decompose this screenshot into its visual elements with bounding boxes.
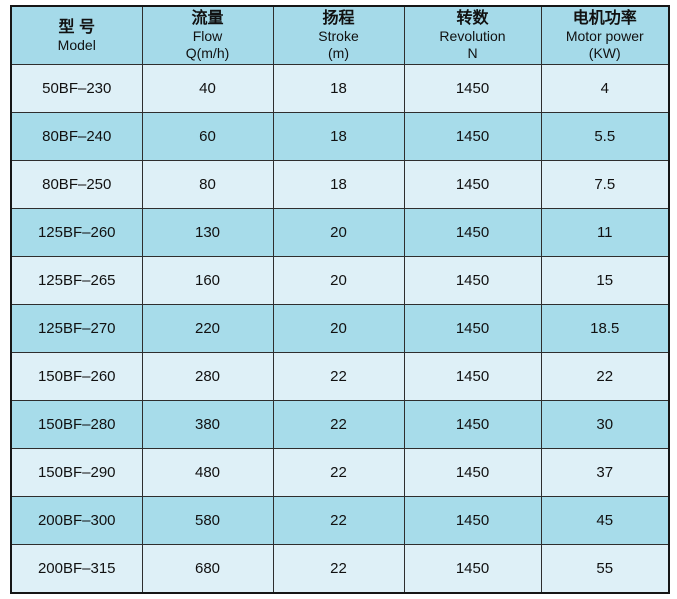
cell-flow: 680 <box>141 544 274 594</box>
table-row: 125BF–260 130 20 1450 11 <box>10 208 670 257</box>
cell-model: 80BF–250 <box>10 160 143 209</box>
cell-motor-power: 55 <box>540 544 670 594</box>
column-header-flow: 流量 Flow Q(m/h) <box>141 5 274 65</box>
table-row: 50BF–230 40 18 1450 4 <box>10 64 670 113</box>
column-header-stroke-line: (m) <box>328 45 349 61</box>
cell-motor-power: 30 <box>540 400 670 449</box>
column-header-model-line: 型 号 <box>58 18 95 36</box>
cell-stroke: 20 <box>272 256 405 305</box>
cell-model: 200BF–315 <box>10 544 143 594</box>
cell-flow: 280 <box>141 352 274 401</box>
cell-model: 150BF–290 <box>10 448 143 497</box>
cell-revolution: 1450 <box>403 400 542 449</box>
column-header-flow-line: Q(m/h) <box>185 45 230 61</box>
table-row: 125BF–270 220 20 1450 18.5 <box>10 304 670 353</box>
cell-flow: 480 <box>141 448 274 497</box>
cell-flow: 130 <box>141 208 274 257</box>
column-header-flow-line: Flow <box>192 28 223 44</box>
cell-model: 80BF–240 <box>10 112 143 161</box>
cell-revolution: 1450 <box>403 64 542 113</box>
cell-model: 150BF–280 <box>10 400 143 449</box>
column-header-revolution-line: 转数 <box>456 10 489 27</box>
cell-flow: 220 <box>141 304 274 353</box>
cell-flow: 160 <box>141 256 274 305</box>
cell-model: 125BF–270 <box>10 304 143 353</box>
cell-revolution: 1450 <box>403 256 542 305</box>
cell-stroke: 18 <box>272 160 405 209</box>
cell-stroke: 20 <box>272 304 405 353</box>
table-row: 150BF–280 380 22 1450 30 <box>10 400 670 449</box>
cell-motor-power: 7.5 <box>540 160 670 209</box>
cell-revolution: 1450 <box>403 112 542 161</box>
column-header-motor-power-line: 电机功率 <box>572 10 637 27</box>
cell-flow: 580 <box>141 496 274 545</box>
cell-model: 200BF–300 <box>10 496 143 545</box>
cell-stroke: 22 <box>272 544 405 594</box>
table-row: 200BF–315 680 22 1450 55 <box>10 544 670 594</box>
cell-model: 125BF–260 <box>10 208 143 257</box>
cell-model: 150BF–260 <box>10 352 143 401</box>
cell-revolution: 1450 <box>403 208 542 257</box>
table-row: 150BF–290 480 22 1450 37 <box>10 448 670 497</box>
cell-motor-power: 37 <box>540 448 670 497</box>
column-header-stroke: 扬程 Stroke (m) <box>272 5 405 65</box>
cell-stroke: 22 <box>272 448 405 497</box>
cell-revolution: 1450 <box>403 448 542 497</box>
cell-motor-power: 5.5 <box>540 112 670 161</box>
column-header-model: 型 号 Model <box>10 5 143 65</box>
cell-stroke: 22 <box>272 496 405 545</box>
table-row: 200BF–300 580 22 1450 45 <box>10 496 670 545</box>
header-row: 型 号 Model 流量 Flow Q(m/h) 扬程 Stroke (m) 转数 Revolut… <box>10 5 670 65</box>
column-header-stroke-line: 扬程 <box>322 10 355 27</box>
cell-model: 50BF–230 <box>10 64 143 113</box>
cell-motor-power: 45 <box>540 496 670 545</box>
pump-spec-table: 型 号 Model 流量 Flow Q(m/h) 扬程 Stroke (m) 转数 Revolut… <box>10 5 670 594</box>
column-header-revolution-line: Revolution <box>439 28 506 44</box>
cell-stroke: 22 <box>272 400 405 449</box>
cell-revolution: 1450 <box>403 304 542 353</box>
cell-motor-power: 11 <box>540 208 670 257</box>
table-row: 80BF–240 60 18 1450 5.5 <box>10 112 670 161</box>
table-row: 80BF–250 80 18 1450 7.5 <box>10 160 670 209</box>
column-header-motor-power-line: Motor power <box>565 28 644 44</box>
cell-revolution: 1450 <box>403 496 542 545</box>
table-row: 125BF–265 160 20 1450 15 <box>10 256 670 305</box>
cell-stroke: 20 <box>272 208 405 257</box>
cell-motor-power: 15 <box>540 256 670 305</box>
table-row: 150BF–260 280 22 1450 22 <box>10 352 670 401</box>
cell-model: 125BF–265 <box>10 256 143 305</box>
cell-flow: 80 <box>141 160 274 209</box>
cell-motor-power: 22 <box>540 352 670 401</box>
table-body: 50BF–230 40 18 1450 4 80BF–240 60 18 1450 5.5 80BF… <box>10 64 670 594</box>
cell-flow: 380 <box>141 400 274 449</box>
column-header-model-line: Model <box>57 36 96 53</box>
cell-revolution: 1450 <box>403 544 542 594</box>
cell-stroke: 18 <box>272 112 405 161</box>
column-header-flow-line: 流量 <box>191 10 224 27</box>
column-header-motor-power: 电机功率 Motor power (KW) <box>540 5 670 65</box>
cell-flow: 40 <box>141 64 274 113</box>
cell-motor-power: 18.5 <box>540 304 670 353</box>
cell-stroke: 18 <box>272 64 405 113</box>
column-header-revolution: 转数 Revolution N <box>403 5 542 65</box>
cell-revolution: 1450 <box>403 160 542 209</box>
table-header: 型 号 Model 流量 Flow Q(m/h) 扬程 Stroke (m) 转数 Revolut… <box>10 5 670 65</box>
cell-motor-power: 4 <box>540 64 670 113</box>
column-header-stroke-line: Stroke <box>318 28 359 44</box>
cell-revolution: 1450 <box>403 352 542 401</box>
column-header-revolution-line: N <box>467 45 478 61</box>
cell-stroke: 22 <box>272 352 405 401</box>
cell-flow: 60 <box>141 112 274 161</box>
column-header-motor-power-line: (KW) <box>588 45 621 61</box>
